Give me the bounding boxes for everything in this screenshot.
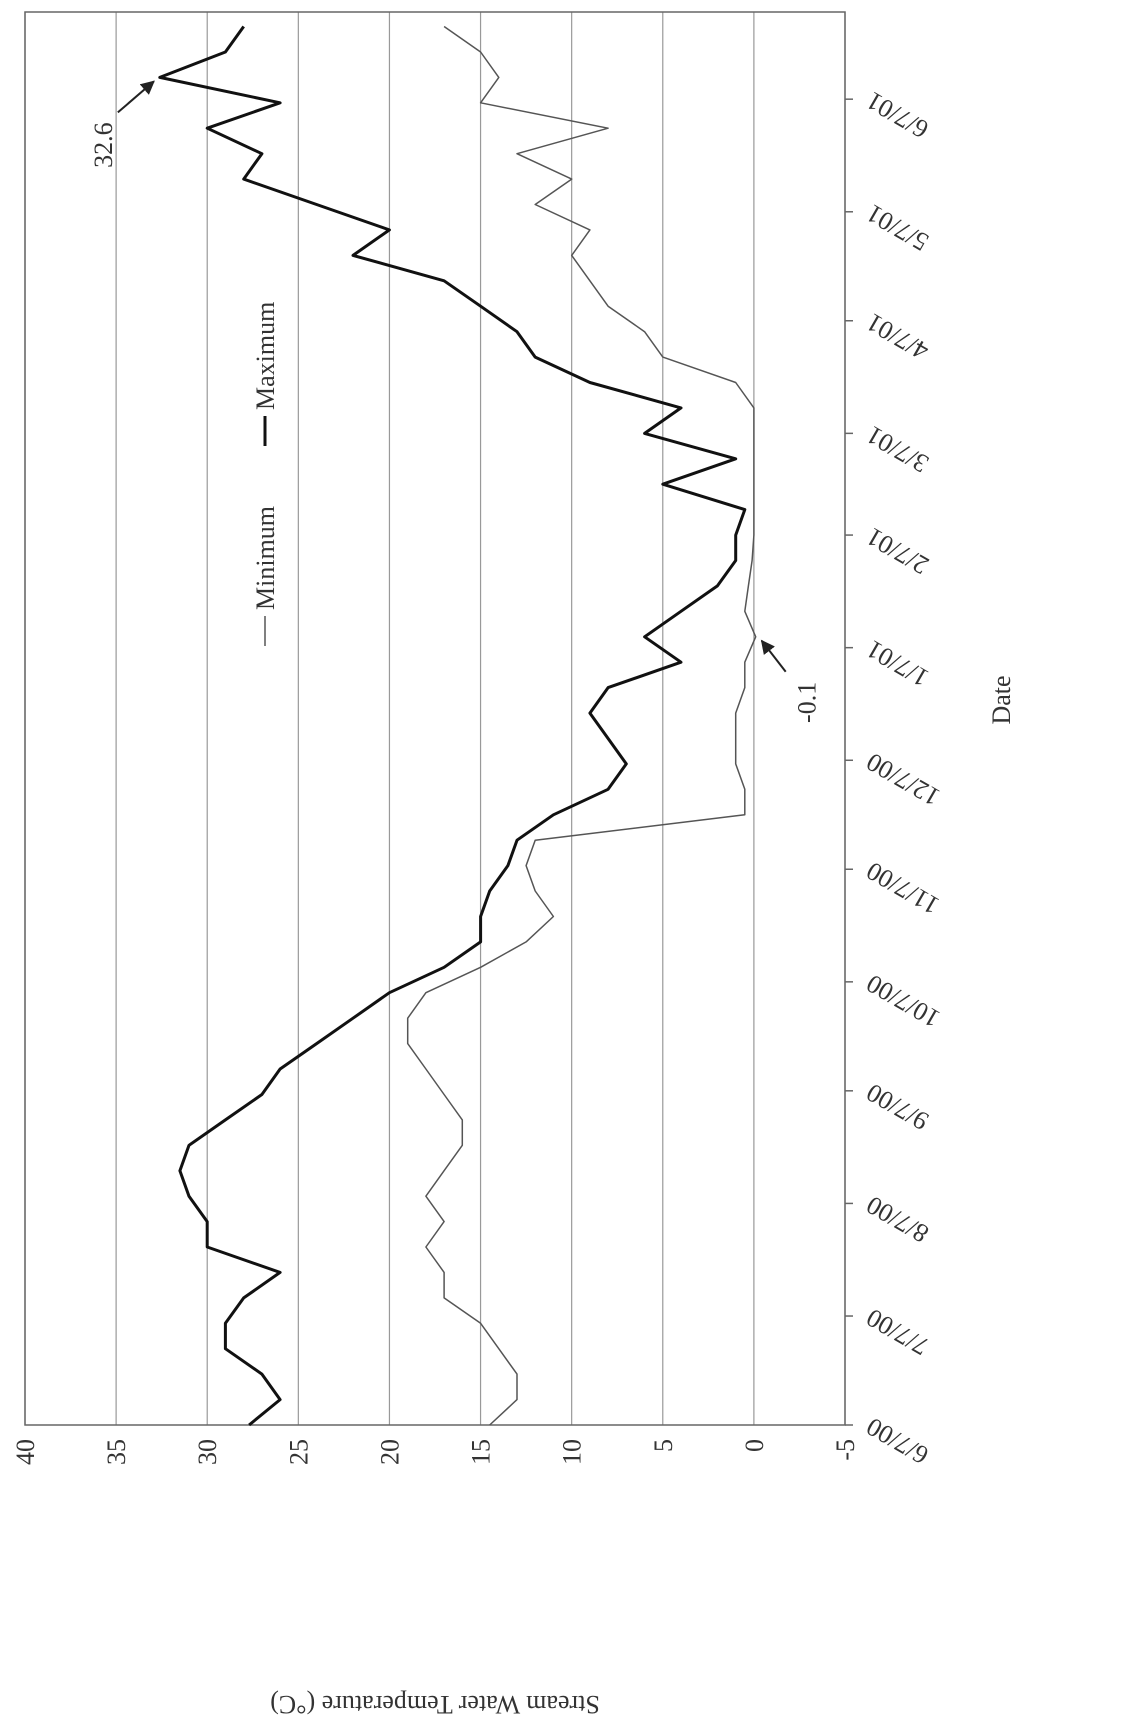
x-tick-label: 5/7/01 — [862, 199, 934, 257]
y-tick-label: 35 — [102, 1439, 131, 1465]
x-tick-label: 6/7/01 — [862, 86, 934, 144]
y-tick-label: 30 — [193, 1439, 222, 1465]
series-line — [158, 25, 747, 1427]
annotation-arrow — [117, 80, 155, 114]
rotated-plot: Stream Water Temperature (°C) Date -5 0 5 1… — [11, 11, 1016, 1719]
legend-label: Minimum — [251, 506, 280, 610]
y-tick-label: 5 — [649, 1439, 678, 1452]
x-tick-label: 1/7/01 — [862, 634, 934, 692]
x-tick-label: 8/7/00 — [862, 1190, 934, 1248]
annotation-label: -0.1 — [793, 682, 822, 723]
x-tick-label: 6/7/00 — [862, 1412, 934, 1470]
y-tick-label: 0 — [740, 1439, 769, 1452]
x-tick-label: 3/7/01 — [862, 420, 934, 478]
x-tick-label: 4/7/01 — [862, 308, 934, 366]
y-axis-title: Stream Water Temperature (°C) — [270, 1690, 600, 1719]
x-tick-label: 7/7/00 — [862, 1303, 934, 1361]
series-line — [406, 25, 757, 1426]
plot-frame — [24, 11, 846, 1426]
legend-label: Maximum — [251, 302, 280, 410]
y-tick-label: 40 — [11, 1439, 40, 1465]
x-tick-label: 2/7/01 — [862, 522, 934, 580]
x-axis-title: Date — [987, 675, 1016, 724]
x-tick-label: 11/7/00 — [862, 856, 944, 920]
x-tick-label: 12/7/00 — [862, 747, 945, 812]
y-tick-label: -5 — [831, 1439, 860, 1461]
annotation-label: 32.6 — [89, 122, 118, 168]
x-tick-label: 10/7/00 — [862, 969, 945, 1034]
x-tick-label: 9/7/00 — [862, 1078, 934, 1136]
y-tick-label: 15 — [467, 1439, 496, 1465]
annotation-arrow — [760, 639, 787, 673]
y-tick-label: 10 — [558, 1439, 587, 1465]
y-tick-label: 20 — [375, 1439, 404, 1465]
y-tick-label: 25 — [284, 1439, 313, 1465]
